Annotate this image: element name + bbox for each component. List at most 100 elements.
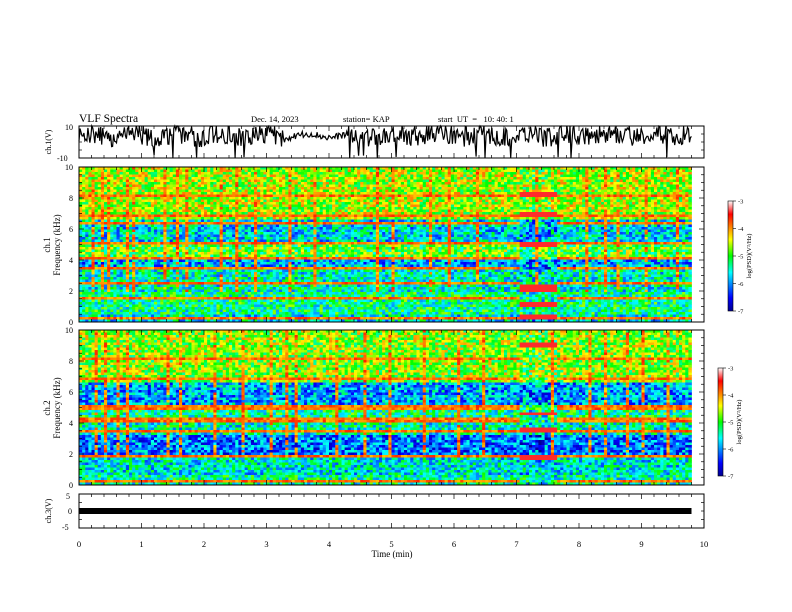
- spectrogram-cell: [307, 292, 311, 295]
- spectrogram-cell: [169, 237, 174, 240]
- spectrogram-cell: [316, 294, 320, 298]
- spectrogram-cell: [225, 254, 230, 258]
- spectrogram-cell: [150, 209, 155, 213]
- spectrogram-cell: [100, 249, 105, 253]
- spectrogram-cell: [169, 289, 174, 293]
- spectrogram-cell: [269, 319, 274, 323]
- spectrogram-cell: [179, 247, 183, 250]
- spectrogram-cell: [313, 312, 317, 315]
- spectrogram-cell: [116, 169, 120, 173]
- spectrogram-cell: [179, 179, 183, 183]
- spectrogram-cell: [307, 249, 311, 253]
- spectrogram-cell: [110, 187, 114, 190]
- spectrogram-cell: [88, 237, 92, 240]
- spectrogram-cell: [185, 257, 189, 260]
- spectrogram-cell: [107, 187, 111, 190]
- spectrogram-cell: [119, 314, 124, 318]
- spectrogram-cell: [107, 267, 111, 270]
- spectrogram-cell: [97, 189, 102, 193]
- spectrogram-cell: [304, 317, 308, 320]
- spectrogram-cell: [260, 309, 264, 313]
- spectrogram-cell: [150, 174, 155, 178]
- spectrogram-cell: [225, 282, 230, 285]
- spectrogram-cell: [169, 249, 174, 253]
- spectrogram-cell: [204, 294, 208, 298]
- spectrogram-cell: [254, 194, 258, 198]
- spectrogram-cell: [138, 284, 142, 288]
- spectrogram-cell: [185, 252, 189, 255]
- spectrogram-cell: [300, 284, 305, 288]
- spectrogram-cell: [207, 319, 211, 323]
- spectrogram-cell: [97, 182, 102, 185]
- spectrogram-cell: [129, 312, 133, 315]
- spectrogram-cell: [304, 179, 308, 183]
- spectrogram-cell: [138, 192, 142, 195]
- spectrogram-cell: [232, 264, 236, 268]
- spectrogram-cell: [200, 187, 205, 190]
- spectrogram-cell: [163, 209, 167, 213]
- spectrogram-cell: [188, 204, 192, 208]
- spectrogram-cell: [166, 277, 170, 280]
- spectrogram-cell: [319, 239, 324, 243]
- spectrogram-cell: [104, 169, 108, 173]
- spectrogram-cell: [147, 219, 152, 223]
- spectrogram-cell: [307, 269, 311, 273]
- spectrogram-cell: [279, 319, 283, 323]
- spectrogram-cell: [100, 189, 105, 193]
- spectrogram-cell: [235, 269, 239, 273]
- spectrogram-cell: [319, 227, 324, 230]
- spectrogram-cell: [238, 229, 242, 233]
- spectrogram-cell: [154, 292, 158, 295]
- spectrogram-cell: [213, 239, 217, 243]
- spectrogram-cell: [182, 184, 186, 188]
- spectrogram-cell: [135, 219, 139, 223]
- spectrogram-cell: [282, 172, 286, 175]
- spectrogram-cell: [275, 287, 280, 290]
- spectrogram-cell: [210, 199, 214, 203]
- spectrogram-cell: [279, 297, 283, 300]
- spectrogram-cell: [179, 279, 183, 283]
- spectrogram-cell: [110, 284, 114, 288]
- spectrogram-cell: [160, 262, 164, 265]
- spectrogram-cell: [200, 307, 205, 310]
- spectrogram-cell: [319, 304, 324, 308]
- spectrogram-cell: [241, 252, 245, 255]
- spectrogram-cell: [294, 184, 299, 188]
- spectrogram-cell: [122, 234, 127, 238]
- spectrogram-cell: [269, 179, 274, 183]
- spectrogram-cell: [122, 287, 127, 290]
- spectrogram-cell: [125, 224, 130, 228]
- spectrogram-cell: [119, 222, 124, 225]
- spectrogram-cell: [279, 214, 283, 218]
- spectrogram-cell: [125, 284, 130, 288]
- spectrogram-cell: [244, 319, 249, 323]
- spectrogram-cell: [241, 287, 245, 290]
- spectrogram-cell: [110, 294, 114, 298]
- spectrogram-cell: [319, 184, 324, 188]
- spectrogram-cell: [163, 299, 167, 303]
- spectrogram-cell: [113, 312, 117, 315]
- spectrogram-cell: [150, 302, 155, 305]
- spectrogram-cell: [94, 272, 99, 275]
- spectrogram-cell: [138, 207, 142, 210]
- spectrogram-cell: [313, 177, 317, 180]
- spectrogram-cell: [322, 242, 327, 245]
- spectrogram-cell: [316, 309, 320, 313]
- spectrogram-cell: [216, 184, 220, 188]
- spectrogram-cell: [313, 292, 317, 295]
- spectrogram-cell: [307, 252, 311, 255]
- spectrogram-cell: [204, 244, 208, 248]
- spectrogram-cell: [304, 224, 308, 228]
- spectrogram-cell: [197, 239, 202, 243]
- spectrogram-cell: [263, 234, 267, 238]
- spectrogram-cell: [229, 222, 233, 225]
- spectrogram-cell: [304, 172, 308, 175]
- spectrogram-cell: [150, 299, 155, 303]
- spectrogram-cell: [275, 209, 280, 213]
- spectrogram-cell: [144, 282, 149, 285]
- spectrogram-cell: [182, 219, 186, 223]
- spectrogram-cell: [279, 209, 283, 213]
- spectrogram-cell: [141, 274, 145, 278]
- spectrogram-cell: [275, 202, 280, 205]
- spectrogram-cell: [254, 242, 258, 245]
